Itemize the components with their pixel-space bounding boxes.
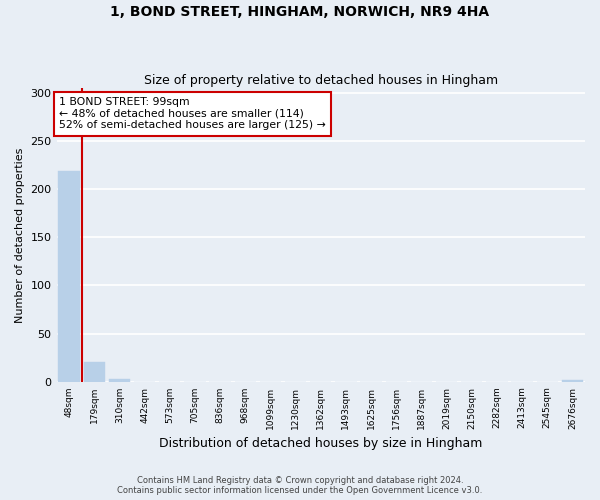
- Text: 1 BOND STREET: 99sqm
← 48% of detached houses are smaller (114)
52% of semi-deta: 1 BOND STREET: 99sqm ← 48% of detached h…: [59, 97, 326, 130]
- Bar: [109, 379, 130, 382]
- Bar: [83, 362, 105, 382]
- Bar: [58, 171, 80, 382]
- Bar: [562, 380, 583, 382]
- Text: Contains HM Land Registry data © Crown copyright and database right 2024.
Contai: Contains HM Land Registry data © Crown c…: [118, 476, 482, 495]
- Y-axis label: Number of detached properties: Number of detached properties: [15, 147, 25, 322]
- X-axis label: Distribution of detached houses by size in Hingham: Distribution of detached houses by size …: [159, 437, 482, 450]
- Title: Size of property relative to detached houses in Hingham: Size of property relative to detached ho…: [144, 74, 498, 87]
- Text: 1, BOND STREET, HINGHAM, NORWICH, NR9 4HA: 1, BOND STREET, HINGHAM, NORWICH, NR9 4H…: [110, 5, 490, 19]
